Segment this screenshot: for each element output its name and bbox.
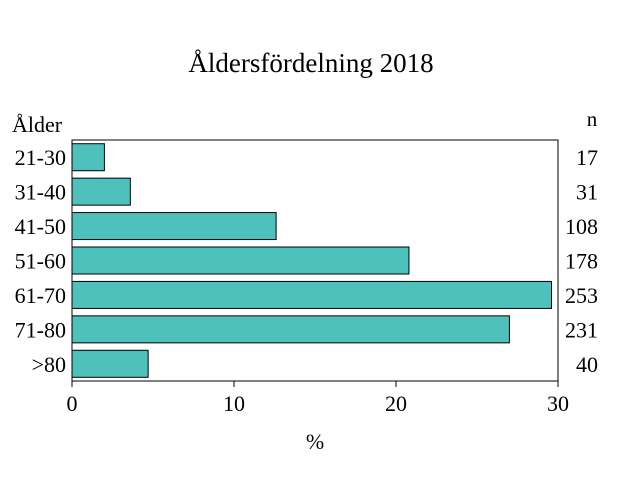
y-tick-label: 51-60 — [15, 249, 66, 274]
n-value-label: 31 — [576, 180, 598, 205]
chart-title: Åldersfördelning 2018 — [188, 48, 433, 78]
x-axis: 0 10 20 30 — [67, 381, 569, 416]
n-value-label: 231 — [565, 317, 598, 342]
x-tick-label: 20 — [385, 391, 407, 416]
y-tick-label: 41-50 — [15, 214, 66, 239]
bar-61-70 — [71, 280, 553, 309]
y-tick-label: 71-80 — [15, 317, 66, 342]
n-value-label: 108 — [565, 214, 598, 239]
y-tick-label: >80 — [32, 352, 66, 377]
x-axis-title: % — [306, 429, 324, 454]
bar-71-80 — [71, 315, 510, 344]
y-tick-label: 61-70 — [15, 283, 66, 308]
y-tick-label: 21-30 — [15, 145, 66, 170]
y-tick-labels: 21-30 31-40 41-50 51-60 61-70 71-80 >80 — [15, 145, 66, 377]
bars-layer — [71, 143, 553, 378]
n-value-label: 17 — [576, 145, 598, 170]
n-value-label: 40 — [576, 352, 598, 377]
n-value-labels: 17 31 108 178 253 231 40 — [565, 145, 598, 377]
n-value-label: 253 — [565, 283, 598, 308]
bar-31-40 — [71, 177, 131, 206]
plot-frame — [71, 139, 559, 382]
y-tick-label: 31-40 — [15, 180, 66, 205]
x-tick-label: 10 — [223, 391, 245, 416]
x-tick-label: 30 — [547, 391, 569, 416]
bar->80 — [71, 349, 149, 378]
bar-51-60 — [71, 246, 410, 275]
n-value-label: 178 — [565, 249, 598, 274]
y-axis-title: Ålder — [12, 112, 63, 137]
x-tick-label: 0 — [67, 391, 78, 416]
n-column-title: n — [587, 107, 598, 131]
bar-21-30 — [71, 143, 105, 172]
bar-41-50 — [71, 212, 277, 241]
